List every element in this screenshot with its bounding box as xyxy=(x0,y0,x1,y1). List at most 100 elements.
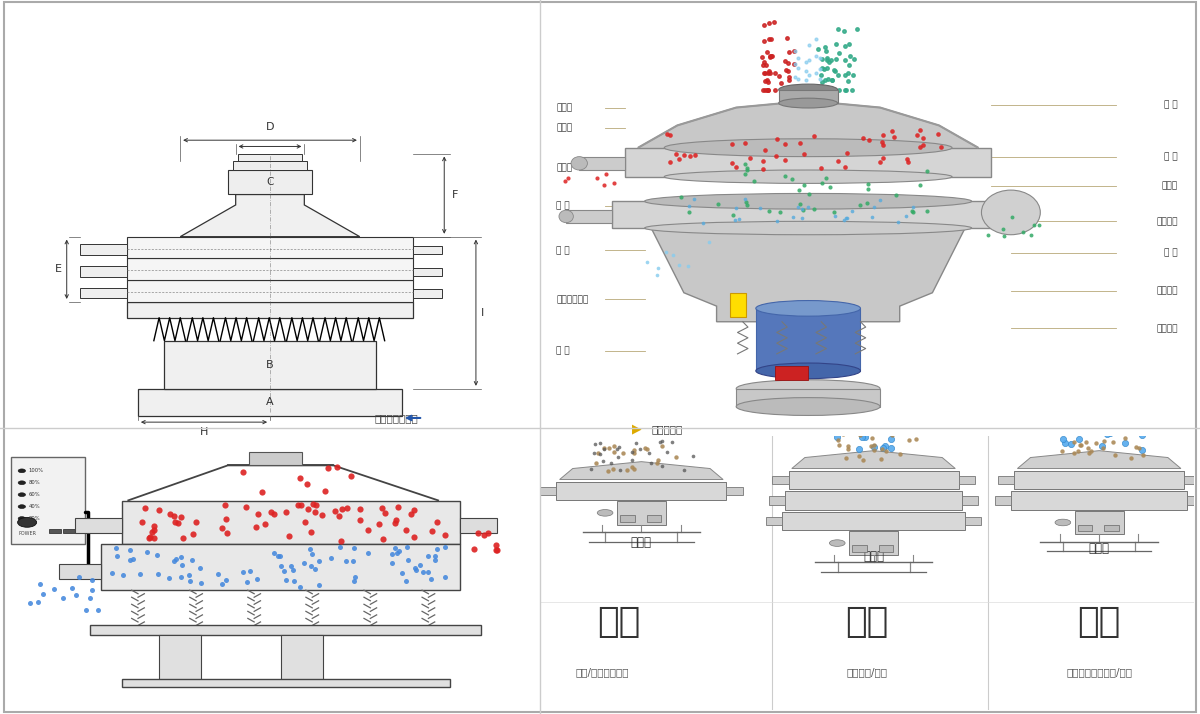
Point xyxy=(870,194,889,206)
Point xyxy=(812,178,832,189)
Bar xyxy=(64,529,74,533)
Point xyxy=(1076,426,1096,438)
Point xyxy=(906,433,925,445)
Point xyxy=(1091,426,1110,437)
Point xyxy=(910,125,929,136)
Point xyxy=(1121,452,1140,463)
Point xyxy=(887,190,906,201)
Point xyxy=(212,578,232,590)
Point xyxy=(913,139,932,151)
Point xyxy=(1087,437,1106,448)
Bar xyxy=(540,487,557,495)
Point xyxy=(330,510,349,521)
Point xyxy=(426,554,445,565)
Point xyxy=(248,508,268,520)
Point xyxy=(756,144,775,156)
Point xyxy=(386,517,406,528)
Point xyxy=(169,517,188,528)
Ellipse shape xyxy=(571,156,588,170)
Point xyxy=(685,150,704,161)
Point xyxy=(383,557,402,568)
Point xyxy=(826,210,845,221)
Point xyxy=(276,575,295,586)
Point xyxy=(649,455,668,466)
Point xyxy=(864,439,883,451)
Polygon shape xyxy=(180,194,360,236)
Point xyxy=(295,517,314,528)
Point xyxy=(827,431,846,442)
Point xyxy=(212,522,232,533)
Point xyxy=(864,201,883,213)
Point xyxy=(722,139,742,150)
Bar xyxy=(566,210,612,223)
Circle shape xyxy=(598,510,613,516)
Bar xyxy=(772,476,788,484)
Point xyxy=(588,172,607,183)
Point xyxy=(1094,435,1114,446)
Point xyxy=(836,453,856,464)
Text: 去除液体中的颟粒/异物: 去除液体中的颟粒/异物 xyxy=(1066,667,1132,677)
Ellipse shape xyxy=(982,190,1040,235)
Point xyxy=(907,129,926,141)
Point xyxy=(656,246,676,258)
Point xyxy=(88,604,107,615)
Point xyxy=(790,184,809,196)
Point xyxy=(418,550,437,562)
Point xyxy=(325,506,344,517)
Point xyxy=(406,562,425,573)
Point xyxy=(874,153,893,164)
Point xyxy=(635,443,654,454)
Text: POWER: POWER xyxy=(18,531,36,536)
Text: 80%: 80% xyxy=(29,481,41,486)
Point xyxy=(863,211,882,223)
Point xyxy=(556,176,575,187)
Point xyxy=(652,441,671,452)
Point xyxy=(767,151,786,162)
Point xyxy=(359,548,378,559)
Point xyxy=(284,575,304,586)
Point xyxy=(904,206,923,218)
Point xyxy=(288,500,307,511)
Point xyxy=(700,236,719,248)
Point xyxy=(727,203,746,214)
Point xyxy=(70,572,89,583)
Point xyxy=(835,215,854,226)
Bar xyxy=(625,148,991,176)
Point xyxy=(770,206,790,218)
Point xyxy=(208,568,227,580)
Circle shape xyxy=(18,469,25,473)
Text: 三层式: 三层式 xyxy=(863,550,884,563)
Text: 束 环: 束 环 xyxy=(557,201,570,210)
Circle shape xyxy=(18,505,25,508)
Point xyxy=(332,503,352,515)
Point xyxy=(596,169,616,180)
Point xyxy=(830,440,850,451)
Point xyxy=(114,570,133,581)
Point xyxy=(121,555,140,566)
Point xyxy=(341,471,360,482)
Bar xyxy=(620,515,635,522)
Text: 振动电机: 振动电机 xyxy=(1156,286,1177,295)
Polygon shape xyxy=(792,451,955,468)
Point xyxy=(422,526,442,537)
Point xyxy=(647,458,666,469)
Ellipse shape xyxy=(665,139,952,156)
Bar xyxy=(239,154,301,161)
Point xyxy=(871,453,890,464)
Point xyxy=(653,460,672,471)
Bar xyxy=(785,491,962,510)
Bar xyxy=(769,496,785,505)
Bar xyxy=(101,544,460,590)
Bar xyxy=(779,90,838,103)
Text: 加重块: 加重块 xyxy=(1162,181,1177,190)
Point xyxy=(745,175,764,186)
Point xyxy=(1052,445,1072,456)
Point xyxy=(1132,444,1151,456)
Point xyxy=(734,137,754,149)
Point xyxy=(164,555,184,566)
Point xyxy=(882,126,901,137)
Point xyxy=(858,197,877,208)
Point xyxy=(397,541,416,553)
Point xyxy=(877,445,896,456)
Point xyxy=(994,223,1013,235)
